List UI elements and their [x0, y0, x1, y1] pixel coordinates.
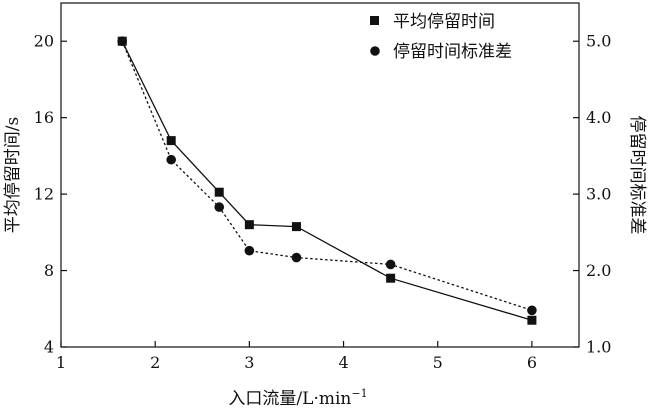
series-1-point [117, 36, 128, 47]
y-left-tick-label: 8 [44, 261, 54, 280]
y-right-tick-label: 1.0 [586, 338, 611, 357]
series-1-point [166, 154, 176, 165]
y-right-tick-label: 4.0 [586, 108, 611, 127]
y-right-tick-label: 5.0 [586, 32, 611, 51]
series-markers [117, 36, 537, 325]
y-right-tick-label: 2.0 [586, 261, 611, 280]
series-0-point [386, 273, 396, 283]
series-1-point [244, 245, 255, 256]
y-left-tick-label: 20 [34, 32, 54, 51]
legend-label-residence-time-std: 停留时间标准差 [393, 42, 512, 62]
x-tick-label: 6 [527, 353, 537, 372]
series-0-point [166, 136, 176, 146]
x-axis-title: 入口流量/L·min−1 [228, 387, 367, 409]
legend: 平均停留时间 停留时间标准差 [370, 12, 512, 62]
x-axis-title-superscript: −1 [351, 387, 367, 400]
y-right-tick-label: 3.0 [586, 185, 611, 204]
series-1-point [385, 259, 396, 270]
y-left-tick-label: 16 [34, 108, 54, 127]
series-0-point [214, 187, 224, 197]
x-tick-label: 5 [433, 353, 443, 372]
x-tick-label: 1 [56, 353, 66, 372]
series-1-point [291, 252, 302, 263]
legend-square-marker [370, 16, 379, 25]
y-left-axis-title: 平均停留时间/s [3, 117, 23, 233]
series-0-point [527, 315, 537, 325]
series-0-line [121, 40, 533, 321]
series-1-point [527, 305, 537, 316]
x-tick-label: 3 [244, 353, 254, 372]
series-1-point [214, 202, 225, 212]
series-0-point [291, 222, 301, 232]
series-1-line [121, 40, 533, 311]
y-left-tick-label: 4 [44, 338, 54, 357]
y-right-axis-title: 停留时间标准差 [627, 116, 647, 235]
y-left-tick-label: 12 [34, 185, 54, 204]
series-0-point [244, 220, 254, 230]
x-tick-label: 2 [150, 353, 160, 372]
series-lines [121, 40, 533, 321]
legend-label-mean-residence-time: 平均停留时间 [393, 12, 495, 32]
x-tick-label: 4 [338, 353, 348, 372]
plot-frame [60, 2, 580, 348]
legend-circle-marker [370, 46, 380, 56]
